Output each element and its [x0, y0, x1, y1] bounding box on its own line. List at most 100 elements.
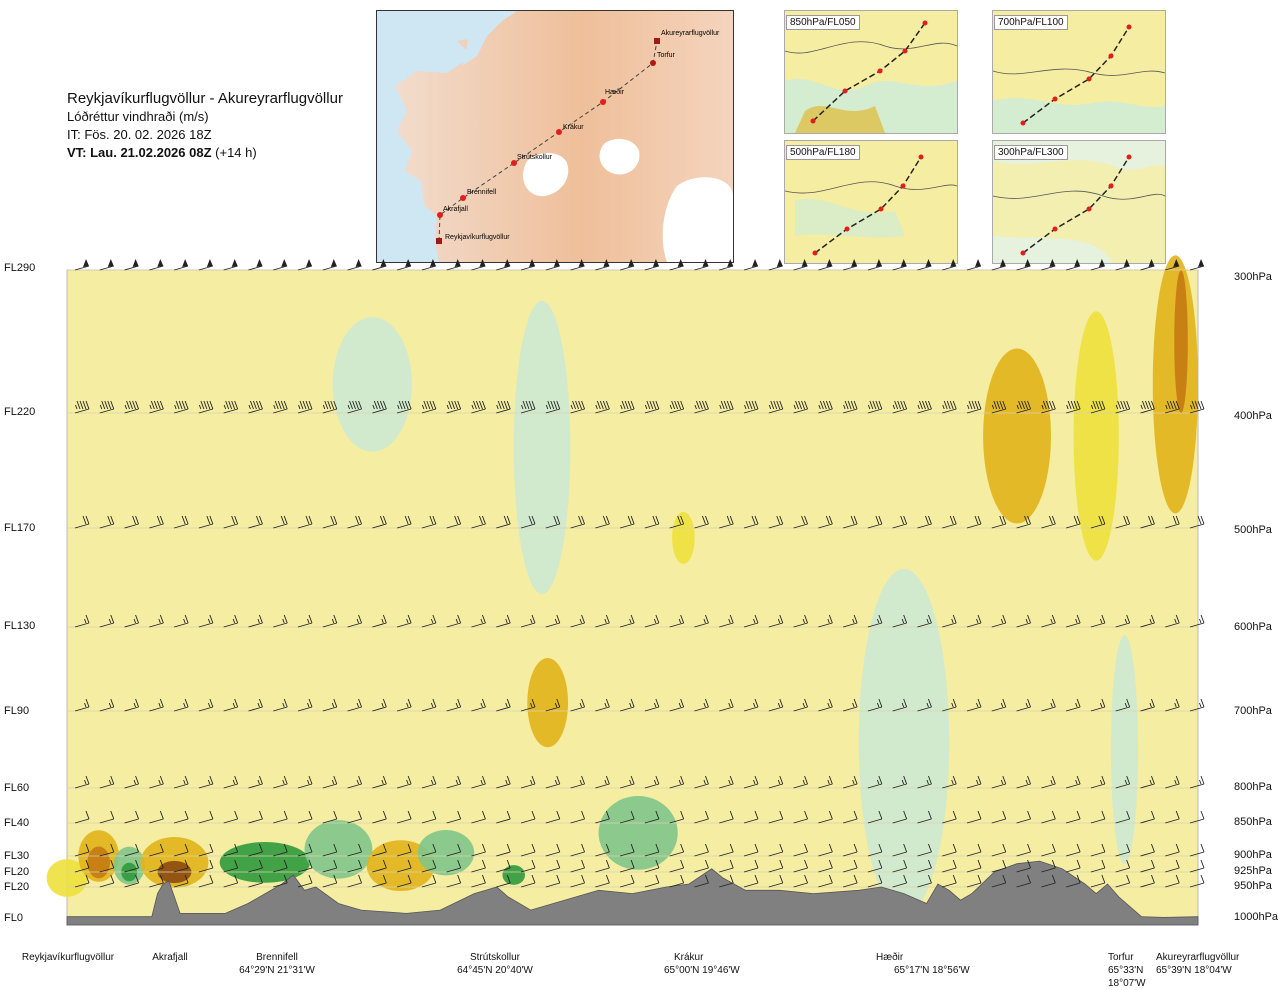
- wind-barb: [1189, 400, 1205, 414]
- wind-barb: [1115, 775, 1131, 789]
- wind-barb: [1090, 614, 1106, 628]
- wind-barb-staff: [74, 408, 90, 414]
- wind-barb-feather: [506, 698, 511, 708]
- wind-barb-half-feather: [282, 618, 285, 624]
- wind-barb-feather: [903, 515, 908, 525]
- wind-barb-pennant: [578, 259, 585, 267]
- map-point-akrafjall: [437, 212, 443, 218]
- wind-barb: [842, 515, 858, 529]
- wind-barb-feather: [1027, 400, 1031, 410]
- wind-barb: [966, 775, 982, 789]
- wind-barb-half-feather: [678, 779, 682, 785]
- wind-barb-feather: [900, 400, 905, 410]
- wind-barb: [74, 810, 90, 824]
- velocity-zone-up_weak: [858, 568, 950, 915]
- wind-barb-feather: [1175, 515, 1180, 525]
- wind-barb: [297, 614, 313, 628]
- wind-barb-feather: [432, 698, 437, 708]
- wind-barb-feather: [457, 614, 462, 624]
- wind-barb-feather: [1191, 400, 1196, 410]
- wind-barb-feather: [382, 843, 387, 853]
- wind-barb-feather: [903, 614, 908, 624]
- wind-barb-feather: [349, 400, 353, 410]
- wind-barb-feather: [1076, 698, 1081, 708]
- wind-barb-half-feather: [455, 779, 459, 785]
- wind-barb-staff: [347, 622, 362, 628]
- wind-barb-feather: [928, 515, 932, 525]
- wind-barb: [694, 843, 709, 857]
- wind-barb-half-feather: [223, 404, 227, 410]
- wind-barb-feather: [754, 400, 759, 410]
- wind-barb: [223, 515, 239, 529]
- wind-barb: [619, 859, 635, 873]
- wind-barb-half-feather: [777, 779, 781, 785]
- wind-barb-half-feather: [976, 618, 979, 624]
- wind-barb-feather: [1197, 400, 1202, 410]
- wind-barb-feather: [1172, 515, 1177, 525]
- wind-barb-feather: [324, 400, 329, 410]
- wind-barb: [570, 259, 585, 271]
- wind-barb-staff: [991, 867, 1006, 873]
- wind-barb-feather: [379, 515, 384, 525]
- velocity-zone-up_weak: [513, 300, 571, 595]
- wind-barb-feather: [528, 400, 533, 410]
- wind-barb-staff: [743, 265, 759, 271]
- wind-barb-staff: [74, 867, 90, 873]
- wind-barb: [198, 259, 214, 271]
- wind-barb-feather: [602, 515, 607, 525]
- wind-barb-feather: [506, 614, 511, 624]
- wind-barb-feather: [952, 874, 957, 884]
- wind-barb-half-feather: [257, 702, 260, 708]
- wind-barb-half-feather: [183, 618, 186, 624]
- wind-barb: [322, 515, 338, 529]
- wind-barb-feather: [259, 400, 263, 410]
- wind-barb-feather: [156, 400, 161, 410]
- wind-barb-feather: [1024, 515, 1028, 525]
- wind-barb-feather: [751, 515, 756, 525]
- wind-barb-staff: [99, 783, 114, 789]
- wind-barb: [595, 859, 610, 873]
- wind-barb: [396, 614, 412, 628]
- wind-barb-feather: [333, 874, 338, 884]
- wind-barb-feather: [779, 874, 784, 884]
- wind-barb: [74, 698, 90, 712]
- chart-title: Reykjavíkurflugvöllur - Akureyrarflugvöl…: [67, 90, 343, 107]
- wind-barb-feather: [454, 400, 459, 410]
- wind-barb: [694, 515, 709, 529]
- wind-barb-staff: [942, 523, 957, 529]
- wind-barb-half-feather: [1075, 618, 1078, 624]
- wind-barb-feather: [159, 810, 164, 820]
- wind-barb-feather: [1002, 698, 1007, 708]
- map-label-strutskollur: Strútskollur: [517, 154, 553, 161]
- wind-barb-staff: [248, 783, 263, 789]
- wind-barb-feather: [1027, 859, 1031, 869]
- wind-barb-half-feather: [331, 618, 335, 624]
- wind-barb-feather: [259, 810, 263, 820]
- wind-barb: [124, 775, 139, 789]
- wind-barb-feather: [259, 859, 263, 869]
- wind-barb-staff: [867, 867, 883, 873]
- wind-barb-pennant: [727, 259, 734, 267]
- wind-barb-feather: [531, 810, 536, 820]
- wind-barb-feather: [159, 614, 164, 624]
- wind-barb: [892, 614, 908, 628]
- wind-barb-feather: [85, 859, 90, 869]
- wind-barb-feather: [432, 843, 437, 853]
- wind-barb-staff: [1140, 882, 1155, 888]
- wind-barb-feather: [506, 400, 511, 410]
- wind-barb-staff: [322, 523, 337, 529]
- wind-barb-feather: [1151, 775, 1155, 785]
- wind-barb-staff: [570, 706, 585, 712]
- wind-barb-feather: [209, 810, 214, 820]
- wind-barb-half-feather: [744, 404, 747, 410]
- wind-barb: [1016, 698, 1031, 712]
- wind-barb-feather: [779, 515, 784, 525]
- wind-barb-feather: [952, 775, 957, 785]
- wind-barb-staff: [793, 408, 808, 414]
- wind-barb: [322, 775, 338, 789]
- chart-title-block: Reykjavíkurflugvöllur - Akureyrarflugvöl…: [67, 90, 343, 162]
- wind-barb-feather: [630, 515, 635, 525]
- wind-barb: [396, 859, 412, 873]
- wind-barb-feather: [283, 859, 288, 869]
- wind-barb-feather: [556, 859, 561, 869]
